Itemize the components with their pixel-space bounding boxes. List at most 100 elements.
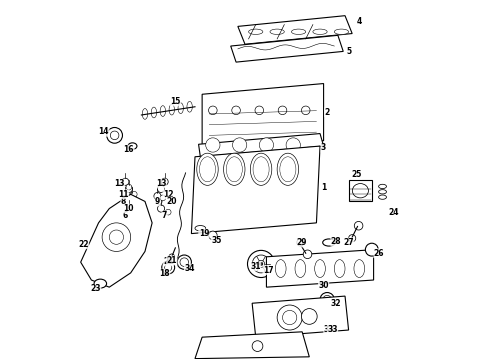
Ellipse shape — [323, 239, 335, 246]
Circle shape — [180, 258, 189, 266]
Ellipse shape — [197, 153, 218, 185]
Text: 13: 13 — [114, 179, 124, 188]
Circle shape — [165, 209, 171, 215]
Circle shape — [259, 262, 263, 266]
Circle shape — [323, 296, 331, 304]
Text: 27: 27 — [343, 238, 354, 247]
Text: 21: 21 — [163, 257, 173, 266]
Ellipse shape — [295, 260, 306, 278]
Text: 33: 33 — [327, 325, 338, 334]
Circle shape — [131, 211, 137, 217]
Text: 17: 17 — [263, 266, 273, 275]
Ellipse shape — [354, 260, 365, 278]
Circle shape — [209, 231, 217, 240]
Circle shape — [206, 138, 220, 152]
Polygon shape — [198, 134, 323, 157]
Text: 23: 23 — [91, 284, 101, 293]
Circle shape — [109, 230, 123, 244]
Circle shape — [252, 341, 263, 351]
Circle shape — [131, 199, 137, 204]
Polygon shape — [238, 16, 352, 44]
Circle shape — [169, 254, 174, 260]
Text: 10: 10 — [123, 204, 134, 213]
Circle shape — [125, 205, 132, 212]
Circle shape — [297, 239, 304, 246]
Text: 33: 33 — [324, 325, 334, 334]
Circle shape — [301, 106, 310, 114]
Text: 13: 13 — [156, 179, 166, 188]
Ellipse shape — [195, 226, 206, 231]
Circle shape — [348, 235, 356, 242]
Polygon shape — [202, 84, 323, 152]
Text: 14: 14 — [98, 127, 109, 136]
Text: 25: 25 — [351, 170, 362, 179]
Circle shape — [177, 255, 192, 269]
Text: 20: 20 — [167, 197, 177, 206]
Text: 6: 6 — [122, 211, 128, 220]
Circle shape — [131, 192, 137, 197]
Polygon shape — [192, 146, 320, 234]
Text: 22: 22 — [78, 240, 89, 249]
Circle shape — [283, 310, 297, 325]
Text: 2: 2 — [324, 108, 330, 117]
Ellipse shape — [270, 29, 284, 35]
Ellipse shape — [277, 153, 298, 185]
Text: 18: 18 — [159, 269, 170, 278]
Polygon shape — [81, 194, 152, 287]
Circle shape — [156, 199, 162, 204]
Circle shape — [259, 138, 273, 152]
Ellipse shape — [313, 29, 327, 35]
Circle shape — [366, 243, 378, 256]
Ellipse shape — [275, 260, 286, 278]
Ellipse shape — [334, 260, 345, 278]
Circle shape — [252, 255, 270, 273]
Text: 30: 30 — [318, 281, 329, 290]
Ellipse shape — [379, 184, 387, 189]
Text: 12: 12 — [163, 190, 173, 199]
Text: 19: 19 — [198, 229, 209, 238]
Ellipse shape — [250, 153, 272, 185]
Text: 8: 8 — [121, 197, 126, 206]
Ellipse shape — [94, 279, 107, 288]
Circle shape — [110, 131, 119, 140]
Circle shape — [209, 106, 217, 114]
Circle shape — [129, 193, 136, 200]
Circle shape — [157, 185, 165, 193]
Ellipse shape — [379, 195, 387, 199]
Ellipse shape — [169, 104, 174, 115]
Circle shape — [278, 106, 287, 114]
Text: 3: 3 — [321, 143, 326, 152]
Circle shape — [107, 127, 122, 143]
Circle shape — [122, 178, 129, 185]
Ellipse shape — [352, 184, 368, 198]
Ellipse shape — [248, 29, 263, 35]
Circle shape — [157, 205, 165, 212]
Polygon shape — [195, 332, 309, 359]
Ellipse shape — [315, 260, 325, 278]
Circle shape — [232, 138, 247, 152]
Text: 7: 7 — [162, 211, 167, 220]
Ellipse shape — [151, 107, 157, 118]
Circle shape — [160, 195, 166, 201]
Circle shape — [301, 309, 317, 324]
Circle shape — [277, 305, 302, 330]
Ellipse shape — [280, 157, 296, 182]
Circle shape — [255, 106, 264, 114]
Text: 4: 4 — [357, 17, 362, 26]
Polygon shape — [231, 35, 343, 62]
Text: 21: 21 — [167, 256, 177, 265]
Text: 34: 34 — [184, 264, 195, 273]
Text: 1: 1 — [321, 183, 326, 192]
Text: 35: 35 — [211, 236, 221, 245]
Text: 16: 16 — [123, 145, 134, 154]
Ellipse shape — [292, 29, 306, 35]
Text: 31: 31 — [250, 262, 261, 271]
Text: 15: 15 — [170, 97, 180, 106]
Circle shape — [303, 250, 312, 258]
Circle shape — [161, 178, 168, 185]
Circle shape — [286, 138, 300, 152]
Polygon shape — [267, 249, 373, 287]
Circle shape — [139, 204, 144, 210]
Bar — [348, 180, 372, 202]
Text: 29: 29 — [296, 238, 307, 247]
